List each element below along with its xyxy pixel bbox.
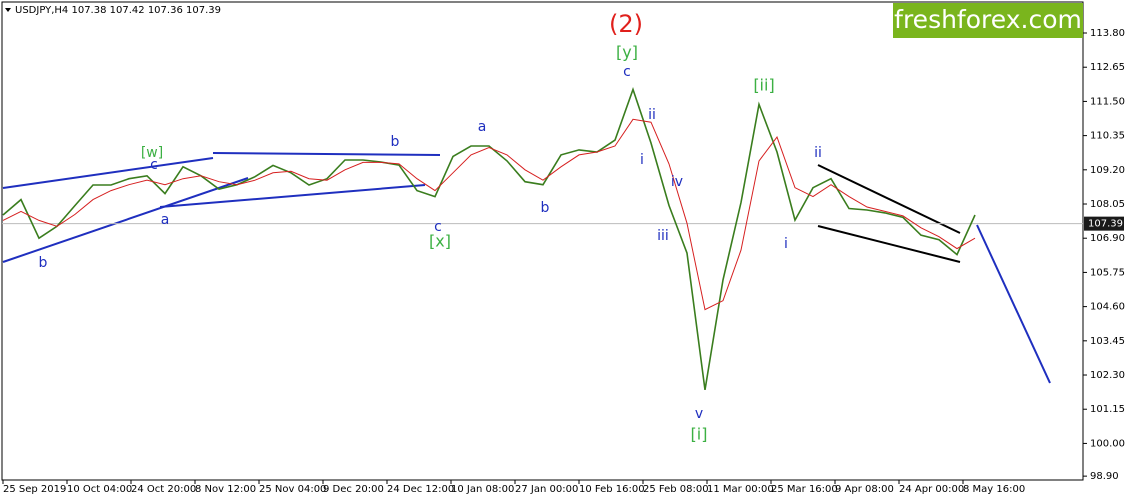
wedge-lines (817, 164, 961, 263)
y-tick-label: 110.35 (1090, 131, 1125, 142)
x-tick-label: 25 Feb 08:00 (643, 484, 709, 495)
x-tick-label: 10 Feb 16:00 (579, 484, 645, 495)
y-tick-label: 105.75 (1090, 267, 1125, 278)
y-tick-label: 103.45 (1090, 336, 1125, 347)
wave-label: b (541, 200, 550, 216)
y-tick-label: 102.30 (1090, 370, 1125, 381)
plot-frame (1, 1, 1084, 481)
wave-label: i (784, 236, 788, 252)
wedge-line (817, 225, 961, 263)
wave-label: a (161, 212, 170, 228)
trend-lines (2, 152, 1051, 384)
x-tick-label: 10 Oct 04:00 (67, 484, 132, 495)
series-line (2, 118, 976, 311)
logo-box (893, 3, 1083, 38)
wave-label: [i] (691, 425, 708, 444)
y-tick-label: 112.65 (1090, 62, 1125, 73)
x-tick-label: 9 Apr 08:00 (835, 484, 894, 495)
wave-label: i (640, 152, 644, 168)
x-tick-label: 25 Sep 2019 (3, 484, 66, 495)
wave-label: c (434, 219, 442, 235)
x-tick-label: 11 Mar 00:00 (707, 484, 774, 495)
y-tick-label: 109.20 (1090, 165, 1125, 176)
series-line (2, 87, 976, 391)
trend-line (2, 177, 249, 263)
price-tag-label: 107.39 (1088, 219, 1123, 230)
x-tick-label: 8 Nov 12:00 (195, 484, 256, 495)
x-tick-label: 24 Apr 00:00 (899, 484, 964, 495)
wave-label: b (391, 134, 400, 150)
wave-label: a (478, 119, 487, 135)
wave-label: c (623, 64, 631, 80)
wave-label: ii (648, 107, 656, 123)
y-tick-label: 111.50 (1090, 96, 1125, 107)
wave-label: iii (657, 228, 669, 244)
forecast-line (976, 224, 1051, 384)
y-tick-label: 106.90 (1090, 233, 1125, 244)
price-tag (1084, 216, 1124, 231)
y-tick-label: 100.00 (1090, 438, 1125, 449)
x-tick-label: 24 Oct 20:00 (131, 484, 196, 495)
wave-label: [y] (616, 43, 638, 62)
logo: freshforex.com (894, 5, 1082, 34)
wave-label: [ii] (753, 76, 774, 95)
trend-line (159, 184, 426, 208)
y-tick-label: 98.90 (1090, 471, 1119, 482)
y-tick-label: 113.80 (1090, 28, 1125, 39)
wave-label: ii (814, 145, 822, 161)
x-tick-label: 9 Dec 20:00 (323, 484, 384, 495)
x-tick-label: 25 Nov 04:00 (259, 484, 326, 495)
y-tick-label: 101.15 (1090, 404, 1125, 415)
x-tick-label: 10 Jan 08:00 (451, 484, 514, 495)
wave-label: v (695, 406, 703, 422)
x-tick-label: 8 May 16:00 (963, 484, 1025, 495)
y-tick-label: 104.60 (1090, 302, 1125, 313)
wave-label: iv (671, 174, 683, 190)
header: USDJPY,H4 107.38 107.42 107.36 107.39 (15, 5, 221, 16)
y-tick-label: 108.05 (1090, 199, 1125, 210)
wave-label: c (150, 157, 158, 173)
x-tick-label: 25 Mar 16:00 (771, 484, 838, 495)
wedge-line (817, 164, 961, 234)
wave-label: (2) (609, 10, 643, 38)
x-tick-label: 27 Jan 00:00 (515, 484, 578, 495)
wave-label: b (39, 255, 48, 271)
wave-label: [w] (141, 145, 163, 161)
trend-line (212, 152, 441, 156)
wave-label: [x] (429, 232, 451, 251)
x-tick-label: 24 Dec 12:00 (387, 484, 454, 495)
menu-arrow (5, 8, 11, 12)
trend-line (2, 157, 214, 189)
